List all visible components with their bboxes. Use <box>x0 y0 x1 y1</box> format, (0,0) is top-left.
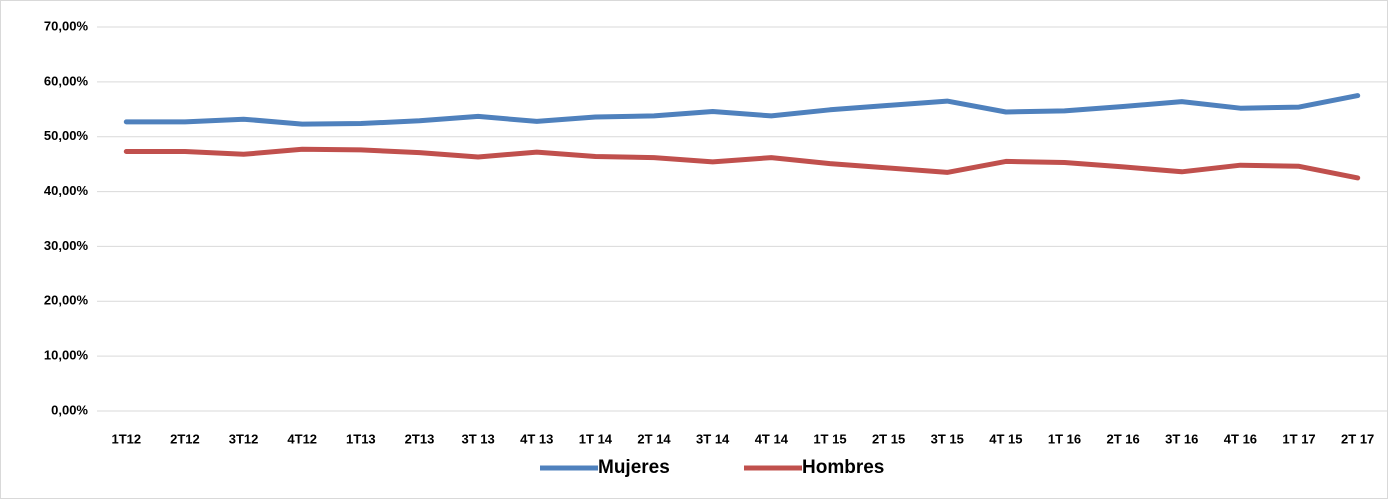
y-tick-label: 10,00% <box>44 348 89 363</box>
x-tick-label: 1T 17 <box>1282 431 1315 446</box>
x-tick-label: 2T 15 <box>872 431 905 446</box>
x-tick-label: 2T13 <box>405 431 435 446</box>
y-tick-label: 30,00% <box>44 238 89 253</box>
x-tick-label: 2T 14 <box>637 431 671 446</box>
x-tick-label: 1T 15 <box>813 431 846 446</box>
x-tick-label: 1T 14 <box>579 431 613 446</box>
x-tick-label: 3T 15 <box>931 431 964 446</box>
x-tick-label: 1T13 <box>346 431 376 446</box>
y-tick-label: 70,00% <box>44 18 89 33</box>
y-tick-label: 20,00% <box>44 293 89 308</box>
line-series <box>123 93 1361 127</box>
x-tick-label: 2T 16 <box>1107 431 1140 446</box>
y-tick-label: 40,00% <box>44 183 89 198</box>
x-tick-label: 2T12 <box>170 431 200 446</box>
x-tick-label: 2T 17 <box>1341 431 1374 446</box>
x-tick-label: 4T12 <box>287 431 317 446</box>
y-tick-label: 0,00% <box>51 402 88 417</box>
legend-label: Mujeres <box>598 457 670 478</box>
x-tick-label: 3T 14 <box>696 431 730 446</box>
x-tick-label: 4T 15 <box>989 431 1022 446</box>
legend-label: Hombres <box>802 457 884 478</box>
x-tick-label: 3T12 <box>229 431 259 446</box>
x-tick-label: 4T 13 <box>520 431 553 446</box>
x-tick-label: 4T 14 <box>755 431 789 446</box>
x-tick-label: 3T 13 <box>462 431 495 446</box>
x-tick-label: 4T 16 <box>1224 431 1257 446</box>
x-tick-label: 3T 16 <box>1165 431 1198 446</box>
x-tick-label: 1T12 <box>111 431 141 446</box>
y-tick-label: 60,00% <box>44 73 89 88</box>
x-tick-label: 1T 16 <box>1048 431 1081 446</box>
y-tick-label: 50,00% <box>44 128 89 143</box>
line-series <box>123 146 1361 181</box>
